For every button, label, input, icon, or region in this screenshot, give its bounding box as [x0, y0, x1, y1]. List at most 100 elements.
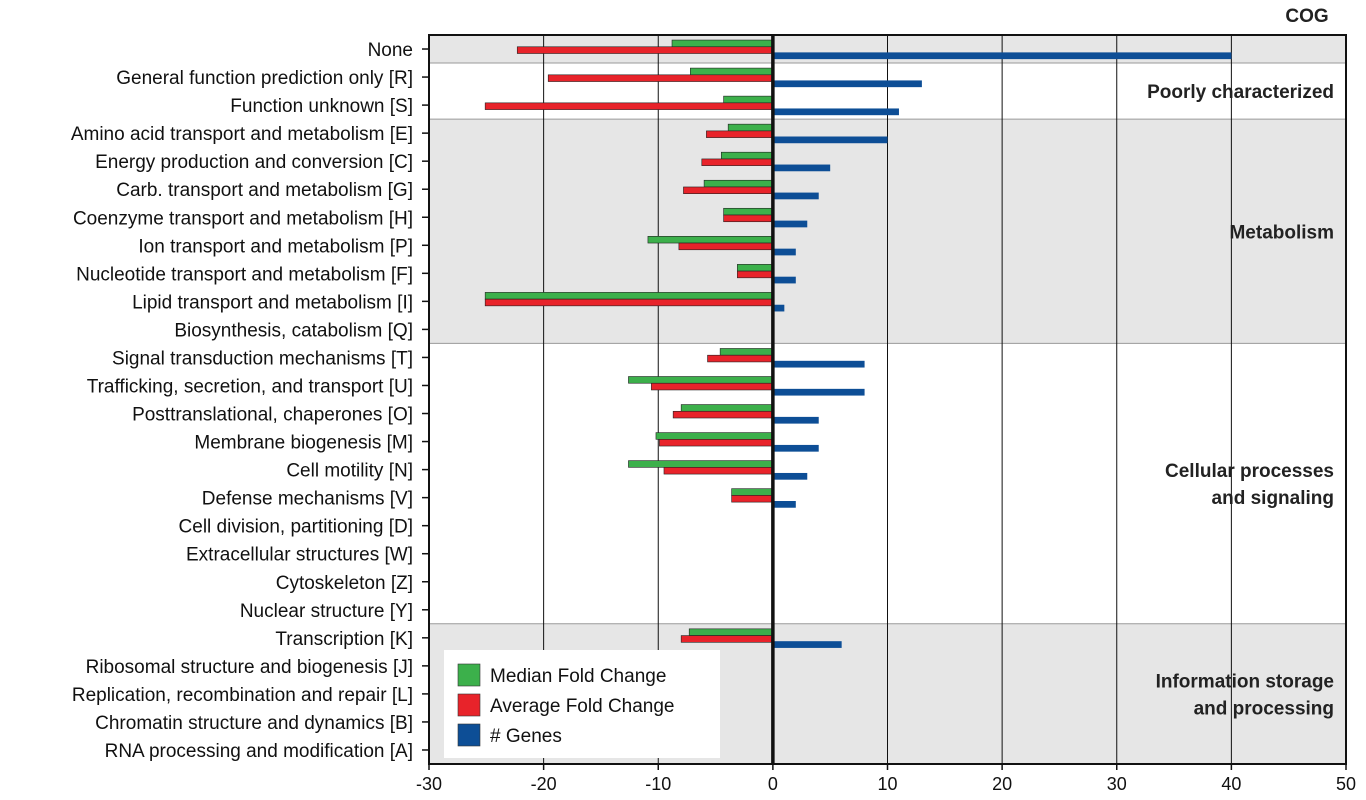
grid-lines — [543, 35, 1232, 764]
bar — [659, 439, 774, 447]
bar — [772, 641, 842, 648]
x-tick-label: -20 — [531, 774, 557, 794]
group-label: and processing — [1194, 698, 1334, 719]
bar — [680, 404, 774, 412]
x-tick-label: 50 — [1336, 774, 1356, 794]
category-label: Function unknown [S] — [230, 96, 413, 117]
category-label: Carb. transport and metabolism [G] — [116, 180, 413, 201]
bar — [772, 164, 831, 172]
axes-layer — [422, 34, 1347, 770]
legend-swatch — [457, 693, 481, 717]
category-label: Ion transport and metabolism [P] — [138, 236, 413, 257]
bar — [655, 432, 774, 440]
x-tick-label: 10 — [877, 774, 897, 794]
category-label: Trafficking, secretion, and transport [U… — [87, 376, 413, 397]
category-label: RNA processing and modification [A] — [105, 741, 413, 762]
bar — [703, 179, 774, 188]
x-tick-label: -30 — [416, 774, 442, 794]
legend: Median Fold Change Average Fold Change # G… — [444, 650, 720, 758]
category-label: Nuclear structure [Y] — [240, 601, 413, 622]
bar — [484, 292, 774, 300]
bar — [628, 376, 774, 384]
bar — [706, 130, 774, 138]
bar — [772, 416, 819, 424]
bar — [671, 39, 774, 48]
bar — [547, 74, 774, 82]
bar — [772, 108, 899, 116]
category-label: Biosynthesis, catabolism [Q] — [174, 320, 413, 341]
category-label: Ribosomal structure and biogenesis [J] — [86, 657, 413, 678]
bar — [772, 276, 796, 284]
bar — [772, 192, 819, 200]
group-labels: Poorly characterized Metabolism Cellular p… — [1147, 82, 1334, 719]
category-label: Lipid transport and metabolism [I] — [132, 292, 413, 313]
bars-layer — [484, 39, 1232, 648]
bar — [772, 500, 796, 508]
group-label: Information storage — [1156, 671, 1334, 692]
category-label: Defense mechanisms [V] — [202, 489, 413, 510]
bar — [772, 248, 796, 256]
bar — [672, 410, 774, 419]
bar — [663, 467, 774, 475]
bar — [772, 472, 808, 480]
category-label: Energy production and conversion [C] — [95, 152, 413, 173]
bar — [731, 488, 774, 496]
bar — [707, 354, 774, 363]
x-tick-label: 40 — [1221, 774, 1241, 794]
bar — [484, 298, 774, 307]
category-label: Transcription [K] — [275, 629, 413, 650]
bar — [651, 382, 774, 391]
category-labels: None General function prediction only [R]… — [71, 40, 413, 762]
category-label: Extracellular structures [W] — [186, 545, 413, 566]
category-label: Chromatin structure and dynamics [B] — [95, 713, 413, 734]
category-label: Nucleotide transport and metabolism [F] — [76, 264, 413, 285]
x-tick-labels: -30 -20 -10 0 10 20 30 40 50 — [416, 774, 1356, 794]
bar — [772, 360, 865, 368]
category-label: None — [368, 40, 413, 61]
bar — [723, 95, 774, 104]
bar — [737, 264, 774, 272]
category-label: Signal transduction mechanisms [T] — [112, 348, 413, 369]
group-label: Poorly characterized — [1147, 82, 1334, 103]
legend-label: # Genes — [490, 726, 562, 747]
bar — [731, 495, 774, 503]
bar — [647, 236, 774, 244]
chart-title: COG — [1285, 6, 1328, 27]
legend-swatch — [457, 723, 481, 747]
x-tick-label: 20 — [992, 774, 1012, 794]
bar — [737, 270, 774, 279]
bar — [701, 158, 774, 166]
category-label: Cell division, partitioning [D] — [179, 517, 413, 538]
bar — [690, 67, 774, 76]
bar — [772, 444, 819, 452]
bar — [683, 186, 774, 194]
category-label: Cell motility [N] — [286, 461, 413, 482]
bar — [772, 52, 1232, 60]
bar — [723, 214, 774, 223]
category-label: Cytoskeleton [Z] — [276, 573, 413, 594]
bar — [772, 220, 808, 228]
bar — [719, 348, 774, 356]
bar — [772, 304, 785, 312]
bar — [680, 635, 774, 643]
bar — [678, 242, 774, 251]
bar — [772, 388, 865, 396]
bar — [772, 136, 888, 144]
x-tick-label: 30 — [1107, 774, 1127, 794]
x-tick-label: -10 — [645, 774, 671, 794]
bar — [628, 460, 774, 468]
category-label: Replication, recombination and repair [L… — [72, 685, 413, 706]
bar — [772, 80, 922, 88]
category-label: Amino acid transport and metabolism [E] — [71, 124, 413, 145]
category-label: Posttranslational, chaperones [O] — [132, 405, 413, 426]
bar — [516, 46, 774, 54]
group-label: and signaling — [1212, 488, 1334, 509]
legend-box — [444, 650, 720, 758]
group-label: Metabolism — [1229, 222, 1334, 243]
category-label: Membrane biogenesis [M] — [194, 433, 413, 454]
bar — [723, 207, 774, 216]
legend-label: Average Fold Change — [490, 696, 675, 717]
bar — [720, 151, 774, 160]
bar — [688, 628, 774, 636]
